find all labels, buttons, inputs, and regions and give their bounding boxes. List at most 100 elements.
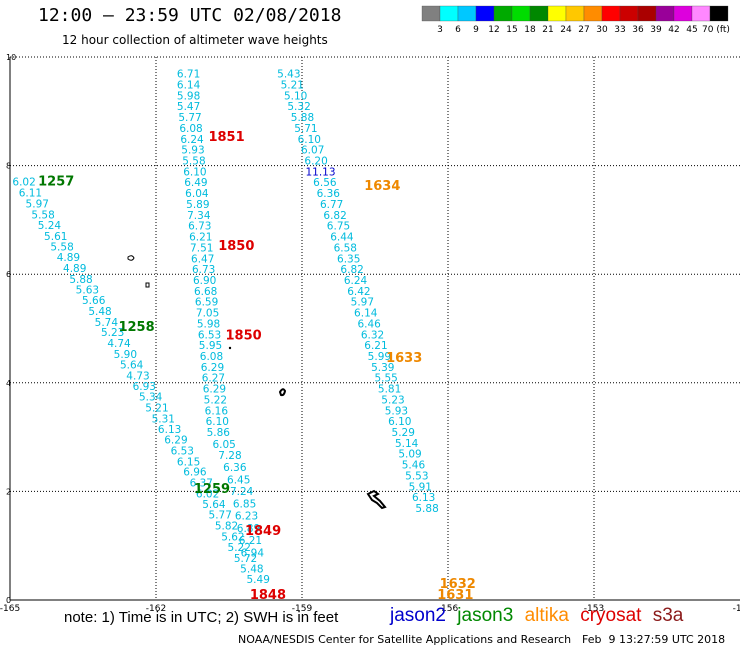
pass-time-label: 1257	[38, 175, 74, 190]
y-tick-label: 0	[6, 596, 11, 605]
wave-height-value: 6.15	[177, 456, 200, 468]
color-scale-label: 9	[473, 25, 479, 35]
wave-height-value: 5.10	[284, 90, 307, 102]
wave-height-value: 5.43	[277, 69, 300, 81]
wave-height-value: 6.14	[354, 308, 378, 320]
wave-height-value: 6.68	[194, 286, 217, 298]
wave-height-value: 6.11	[19, 188, 42, 200]
pass-time-label: 1632	[440, 577, 476, 592]
color-scale-label: 3	[437, 25, 443, 35]
island-outline	[278, 388, 287, 397]
map-grid: -165 -162 -159 -156 -153 -15 0 2 4 6 8 10	[0, 53, 740, 614]
wave-height-value: 6.02	[196, 488, 219, 500]
wave-height-value: 4.74	[107, 338, 131, 350]
pass-time-label: 1631	[437, 588, 473, 603]
pass-time-label: 1633	[386, 351, 422, 366]
wave-height-value: 5.88	[69, 274, 92, 286]
wave-height-value: 6.49	[184, 177, 207, 189]
color-swatch	[637, 5, 657, 22]
wave-height-value: 5.71	[294, 123, 317, 135]
wave-height-value: 5.64	[202, 499, 226, 511]
wave-height-value: 6.93	[133, 381, 156, 393]
legend-altika: altika	[524, 605, 569, 626]
color-swatch	[655, 5, 675, 22]
color-scale-label: 18	[524, 25, 536, 35]
wave-height-value: 5.23	[101, 327, 124, 339]
wave-height-value: 6.29	[201, 362, 224, 374]
legend-s3a: s3a	[652, 605, 684, 626]
x-tick-label: -162	[146, 604, 166, 614]
color-scale-label: 70 (ft)	[702, 25, 730, 35]
wave-height-value: 6.29	[203, 384, 226, 396]
page-title: 12:00 – 23:59 UTC 02/08/2018	[38, 5, 342, 26]
wave-height-value: 5.24	[38, 220, 62, 232]
island-outline	[366, 489, 387, 510]
wave-height-value: 6.02	[12, 177, 35, 189]
wave-height-value: 5.81	[378, 384, 401, 396]
wave-height-value: 5.47	[177, 101, 200, 113]
pass-time-label: 1634	[364, 179, 400, 194]
wave-height-value: 5.74	[95, 317, 119, 329]
wave-height-value: 5.98	[177, 90, 200, 102]
wave-height-value: 7.34	[187, 210, 211, 222]
wave-height-value: 5.32	[287, 101, 310, 113]
page-subtitle: 12 hour collection of altimeter wave hei…	[62, 33, 328, 47]
wave-height-value: 5.58	[182, 156, 205, 168]
color-swatch	[565, 5, 585, 22]
wave-height-value: 6.89	[237, 523, 260, 535]
pass-time-label: 1848	[250, 588, 286, 603]
wave-height-value: 6.07	[301, 145, 324, 157]
wave-height-value: 5.95	[199, 340, 222, 352]
wave-height-value: 5.72	[234, 553, 257, 565]
color-swatch	[457, 5, 477, 22]
wave-height-value: 5.55	[374, 373, 397, 385]
wave-height-value: 5.62	[221, 531, 244, 543]
wave-height-value: 5.22	[228, 542, 251, 554]
wave-height-value: 5.53	[405, 470, 428, 482]
wave-height-value: 6.16	[205, 405, 229, 417]
pass-time-label: 1850	[226, 328, 262, 343]
color-swatch	[493, 5, 513, 22]
wave-height-value: 5.23	[381, 394, 404, 406]
wave-height-value: 4.89	[63, 263, 86, 275]
pass-time-label: 1851	[208, 130, 244, 145]
wave-height-value: 5.22	[204, 394, 227, 406]
wave-height-value: 6.96	[183, 467, 207, 479]
color-swatch	[619, 5, 639, 22]
color-swatch	[547, 5, 567, 22]
color-swatch	[529, 5, 549, 22]
color-scale-label: 12	[488, 25, 499, 35]
wave-height-value: 6.32	[361, 329, 384, 341]
color-scale-label: 6	[455, 25, 461, 35]
wave-height-value: 5.31	[152, 413, 175, 425]
wave-height-value: 5.82	[215, 520, 238, 532]
color-swatch	[421, 5, 441, 22]
wave-height-value: 6.53	[198, 329, 221, 341]
pass-time-label: 1258	[118, 320, 154, 335]
y-tick-label: 6	[6, 270, 11, 279]
wave-height-value: 5.98	[197, 318, 220, 330]
wave-height-value: 4.89	[57, 252, 80, 264]
wave-height-value: 6.73	[188, 221, 211, 233]
wave-height-value: 6.23	[235, 511, 258, 523]
wave-height-value: 5.09	[398, 449, 421, 461]
wave-height-value: 6.71	[177, 69, 200, 81]
wave-height-value: 6.10	[388, 416, 411, 428]
island-outline	[127, 255, 135, 261]
wave-height-value: 5.88	[415, 503, 438, 515]
island-outline	[145, 282, 150, 288]
wave-height-value: 6.10	[206, 416, 229, 428]
legend-cryosat: cryosat	[580, 605, 642, 626]
wave-height-value: 6.13	[412, 492, 435, 504]
wave-height-value: 6.56	[313, 177, 337, 189]
wave-height-value: 11.13	[305, 166, 335, 178]
color-scale-label: 21	[542, 25, 553, 35]
wave-height-value: 6.08	[200, 351, 223, 363]
wave-height-value: 5.58	[31, 209, 54, 221]
island-outline	[228, 346, 232, 350]
wave-height-value: 6.37	[190, 478, 213, 490]
wave-height-value: 4.73	[126, 371, 149, 383]
wave-height-value: 6.58	[334, 242, 357, 254]
island-outlines	[127, 255, 387, 510]
